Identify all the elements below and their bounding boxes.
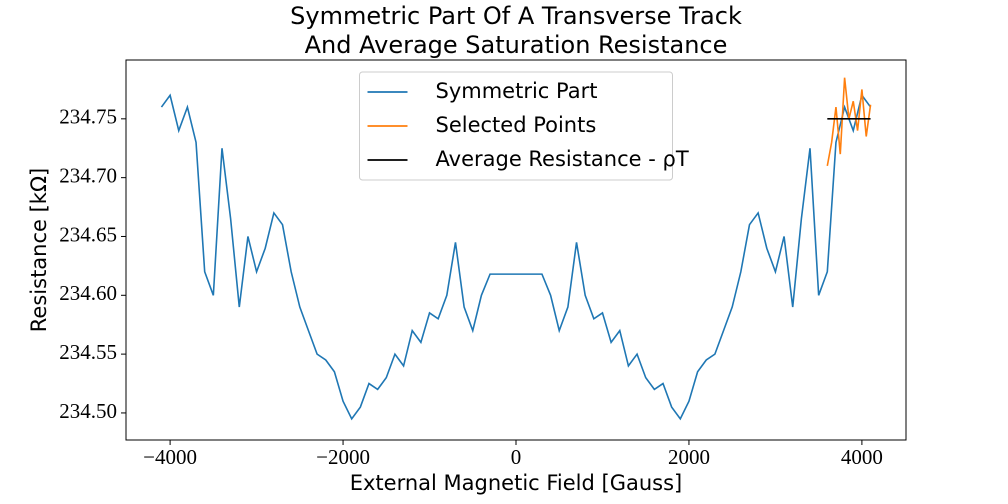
legend-label: Selected Points [436, 113, 597, 137]
x-tick-label: −2000 [316, 445, 370, 469]
legend-label: Average Resistance - ρT [436, 147, 689, 171]
y-axis-label: Resistance [kΩ] [27, 168, 51, 332]
y-tick-label: 234.70 [59, 163, 117, 187]
x-tick-label: −4000 [143, 445, 197, 469]
y-tick-label: 234.75 [59, 105, 117, 129]
y-tick-label: 234.65 [59, 222, 117, 246]
y-tick-label: 234.50 [59, 399, 117, 423]
legend-box [359, 71, 673, 181]
legend-label: Symmetric Part [436, 79, 598, 103]
data-line [826, 77, 872, 167]
chart-title: Symmetric Part Of A Transverse Track [290, 2, 742, 30]
x-tick-label: 4000 [841, 445, 883, 469]
y-tick-label: 234.60 [59, 281, 117, 305]
chart-title: And Average Saturation Resistance [305, 31, 728, 59]
data-line [160, 93, 872, 421]
y-tick-label: 234.55 [59, 340, 117, 364]
x-tick-label: 0 [511, 445, 522, 469]
x-axis-label: External Magnetic Field [Gauss] [350, 471, 683, 495]
plot-frame [125, 59, 907, 441]
x-tick-label: 2000 [668, 445, 710, 469]
